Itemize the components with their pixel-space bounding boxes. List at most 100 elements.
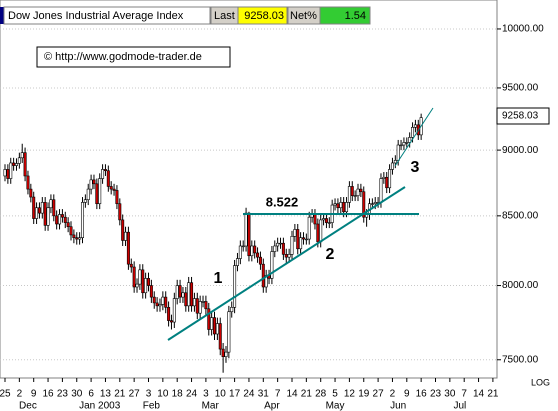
candle-body bbox=[164, 296, 168, 308]
candle-body bbox=[210, 317, 214, 330]
candle-body bbox=[12, 162, 16, 166]
candle-body bbox=[276, 242, 280, 247]
candle-body bbox=[43, 202, 47, 226]
annotation: 1 bbox=[214, 270, 223, 287]
candle-body bbox=[17, 157, 21, 164]
candle-body bbox=[63, 216, 67, 223]
candle-body bbox=[281, 242, 285, 255]
candle-body bbox=[46, 207, 50, 226]
candle-body bbox=[172, 298, 176, 323]
last-value-box bbox=[237, 6, 288, 25]
support-line bbox=[167, 186, 406, 341]
candle-body bbox=[339, 202, 343, 209]
candle-body bbox=[247, 212, 251, 257]
x-tick-label: 7 bbox=[461, 389, 467, 400]
candle-body bbox=[382, 176, 386, 179]
candle-body bbox=[273, 245, 277, 252]
candle-body bbox=[370, 203, 374, 205]
month-label: Mar bbox=[202, 401, 220, 411]
candle-body bbox=[207, 308, 211, 330]
candle-body bbox=[83, 199, 87, 203]
y-tick-label: 9500.00 bbox=[502, 83, 539, 94]
candle-body bbox=[112, 188, 116, 191]
candle-body bbox=[379, 178, 383, 203]
candle-body bbox=[388, 169, 392, 189]
candle-body bbox=[75, 237, 79, 240]
candle-body bbox=[201, 301, 205, 303]
candle-body bbox=[235, 258, 239, 266]
candle-body bbox=[167, 307, 171, 321]
candle-body bbox=[336, 203, 340, 209]
candle-body bbox=[399, 144, 403, 147]
candle-body bbox=[121, 219, 125, 241]
candle-body bbox=[296, 229, 300, 250]
x-tick-label: 21 bbox=[487, 389, 499, 400]
x-tick-label: 28 bbox=[315, 389, 327, 400]
candle-body bbox=[135, 283, 139, 288]
month-label: Jan 2003 bbox=[79, 401, 121, 411]
candle-body bbox=[126, 231, 130, 265]
candle-body bbox=[37, 207, 41, 214]
candle-body bbox=[279, 242, 283, 245]
x-tick-label: 5 bbox=[332, 389, 338, 400]
candle-body bbox=[78, 237, 82, 240]
chart-title: Dow Jones Industrial Average Index bbox=[8, 10, 184, 22]
x-tick-label: 16 bbox=[416, 389, 428, 400]
candle-body bbox=[322, 218, 326, 221]
candle-body bbox=[69, 226, 73, 236]
x-tick-label: 17 bbox=[229, 389, 241, 400]
x-tick-label: 27 bbox=[373, 389, 385, 400]
candle-body bbox=[169, 320, 173, 323]
last-value: 9258.03 bbox=[244, 10, 284, 22]
candle-body bbox=[405, 142, 409, 144]
candle-body bbox=[106, 170, 110, 187]
x-tick-label: 14 bbox=[286, 389, 298, 400]
x-tick-label: 2 bbox=[390, 389, 396, 400]
candle-body bbox=[244, 212, 248, 247]
month-label: Feb bbox=[143, 401, 161, 411]
candle-body bbox=[256, 252, 260, 258]
candle-body bbox=[3, 169, 7, 177]
candle-body bbox=[35, 207, 39, 219]
candle-body bbox=[181, 292, 185, 298]
candle-body bbox=[58, 214, 62, 225]
candle-body bbox=[359, 188, 363, 193]
candle-body bbox=[32, 196, 36, 219]
header: Dow Jones Industrial Average Index Last … bbox=[0, 6, 371, 25]
candle-body bbox=[218, 323, 222, 350]
trend-lines bbox=[167, 107, 434, 341]
candle-body bbox=[238, 245, 242, 259]
candle-body bbox=[109, 186, 113, 190]
candle-body bbox=[390, 162, 394, 170]
candle-body bbox=[301, 237, 305, 240]
candle-body bbox=[72, 234, 76, 238]
month-label: Apr bbox=[264, 401, 280, 411]
candle-body bbox=[124, 231, 128, 241]
y-tick-label: 10000.00 bbox=[502, 24, 544, 35]
x-tick-label: 21 bbox=[114, 389, 126, 400]
candle-body bbox=[316, 223, 320, 243]
candle-body bbox=[290, 236, 294, 255]
candle-body bbox=[408, 137, 412, 143]
candle-body bbox=[213, 317, 217, 335]
candle-body bbox=[230, 307, 234, 313]
candle-body bbox=[319, 219, 323, 243]
candle-body bbox=[29, 188, 33, 198]
x-tick-label: 27 bbox=[129, 389, 141, 400]
candle-body bbox=[9, 162, 13, 179]
candle-body bbox=[241, 245, 245, 248]
annotation: 3 bbox=[411, 159, 420, 176]
candle-body bbox=[155, 302, 159, 307]
candle-body bbox=[253, 245, 257, 254]
candle-body bbox=[66, 222, 70, 228]
candle-body bbox=[304, 238, 308, 241]
candle-body bbox=[52, 199, 56, 217]
candle-body bbox=[115, 190, 119, 205]
x-tick-label: 30 bbox=[71, 389, 83, 400]
candle-body bbox=[195, 298, 199, 314]
channel-line bbox=[394, 107, 434, 167]
candle-body bbox=[55, 215, 59, 225]
source-box bbox=[36, 46, 231, 68]
x-tick-label: 18 bbox=[172, 389, 184, 400]
